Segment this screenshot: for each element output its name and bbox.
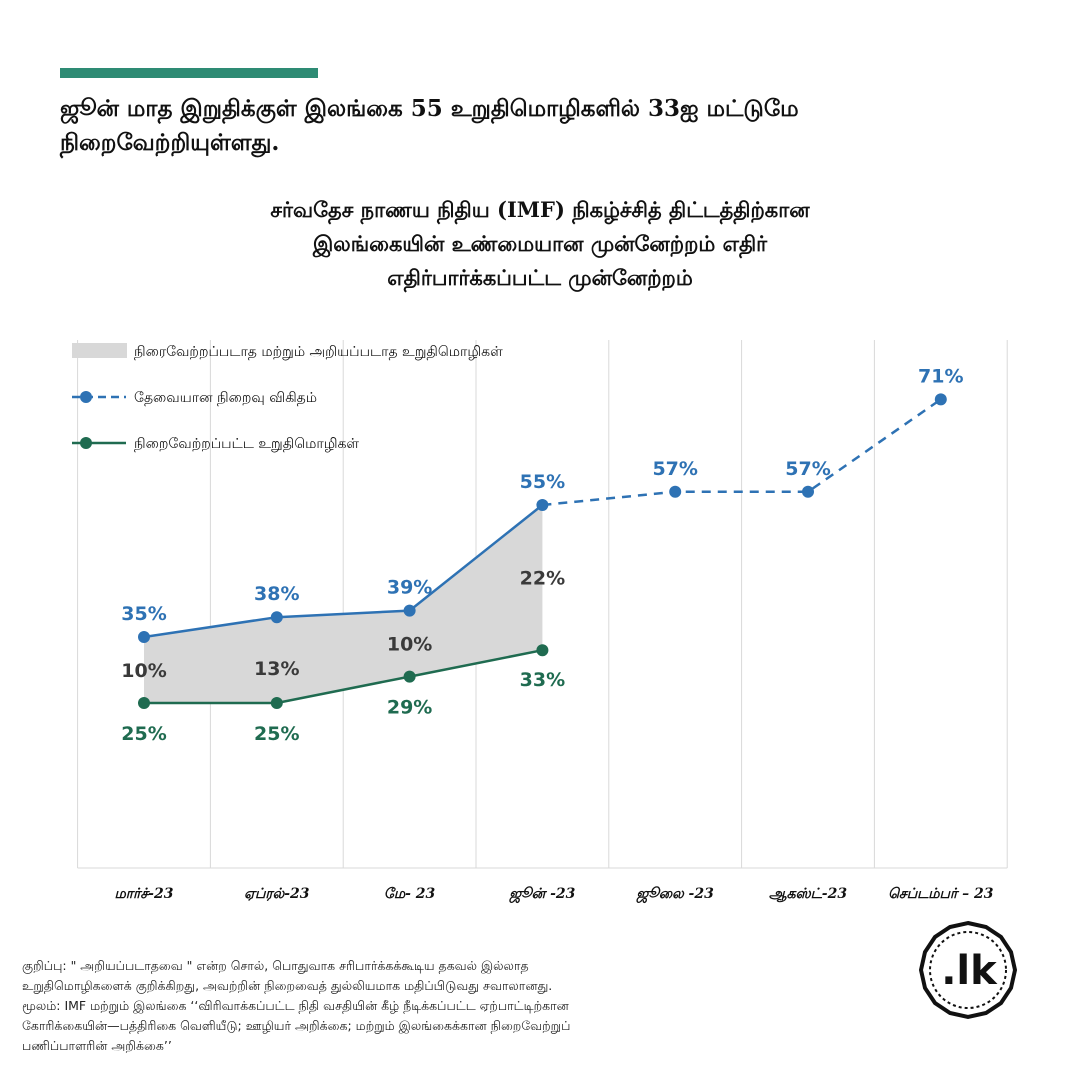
x-tick-label: ஏப்ரல்-23 [244, 886, 310, 902]
required-rate-point [669, 485, 682, 498]
fulfilled-label: 29% [387, 697, 432, 719]
fulfilled-label: 25% [121, 723, 166, 745]
required-rate-dashed-line [542, 398, 942, 507]
footnote-line-1: குறிப்பு: " அறியப்படாதவை " என்ற சொல், பொ… [22, 958, 529, 973]
legend-swatch-required-point [80, 391, 92, 403]
series-line-layer [143, 398, 942, 705]
legend-swatch-fulfilled-point [80, 437, 92, 449]
required-rate-point [138, 631, 150, 643]
x-tick-label: மே- 23 [384, 886, 436, 902]
lk-logo-icon: .lk [918, 920, 1018, 1020]
fulfilled-label: 25% [254, 723, 299, 745]
required-rate-label: 35% [121, 603, 166, 625]
legend: நிரைவேற்றப்படாத மற்றும் அறியப்படாத உறுதி… [72, 343, 503, 452]
x-tick-label: செப்டம்பர் – 23 [888, 886, 994, 902]
gap-label: 13% [254, 658, 299, 680]
footnote-line-3: மூலம்: IMF மற்றும் இலங்கை ‘‘விரிவாக்கப்ப… [22, 998, 569, 1013]
grid-layer [77, 340, 1008, 869]
required-rate-label: 39% [387, 577, 432, 599]
required-rate-point [270, 611, 283, 624]
required-rate-label: 55% [520, 471, 565, 493]
legend-label-fulfilled: நிறைவேற்றப்பட்ட உறுதிமொழிகள் [134, 436, 359, 452]
chart-title: சர்வதேச நாணய நிதிய (IMF) நிகழ்ச்சித் திட… [120, 193, 960, 295]
gap-label: 10% [387, 634, 432, 656]
required-rate-solid-line [143, 504, 544, 639]
required-rate-point [802, 485, 814, 498]
gap-area [144, 505, 543, 703]
fulfilled-point [403, 670, 416, 683]
footnote-line-2: உறுதிமொழிகளைக் குறிக்கிறது, அவற்றின் நிற… [22, 978, 553, 993]
x-tick-label: மார்ச்-23 [115, 886, 174, 902]
accent-bar [60, 68, 318, 78]
fulfilled-point [536, 644, 549, 657]
footnote: குறிப்பு: " அறியப்படாதவை " என்ற சொல், பொ… [22, 956, 792, 1056]
legend-label-required: தேவையான நிறைவு விகிதம் [134, 390, 317, 406]
x-tick-label: ஜூன் -23 [508, 886, 575, 904]
footnote-line-5: பணிப்பாளரின் அறிக்கை’’ [22, 1038, 172, 1053]
fulfilled-label: 33% [520, 669, 565, 691]
fulfilled-line [144, 648, 543, 705]
chart-title-line-2: இலங்கையின் உண்மையான முன்னேற்றம் எதிர் [312, 231, 768, 256]
gap-label: 22% [520, 568, 565, 590]
required-rate-point [934, 393, 947, 406]
required-rate-label: 71% [918, 365, 963, 387]
legend-label-gap: நிரைவேற்றப்படாத மற்றும் அறியப்படாத உறுதி… [134, 344, 503, 360]
gap-label: 10% [121, 660, 166, 682]
chart-title-line-1: சர்வதேச நாணய நிதிய (IMF) நிகழ்ச்சித் திட… [270, 197, 810, 222]
required-rate-label: 38% [254, 583, 299, 605]
chart-title-line-3: எதிர்பார்க்கப்பட்ட முன்னேற்றம் [387, 265, 693, 290]
headline-line-2: நிறைவேற்றியுள்ளது. [60, 129, 280, 156]
x-tick-label: ஆகஸ்ட்-23 [769, 886, 847, 903]
x-tick-layer: மார்ச்-23 ஏப்ரல்-23 மே- 23 ஜூன் -23 ஜூலை -23… [115, 886, 994, 904]
logo-text: .lk [941, 948, 998, 994]
progress-line-chart: 35% 38% 39% 55% 57% 57% 71% 25% 25% 29% 33% 10% 13% 1… [72, 340, 1008, 904]
series-point-layer [138, 393, 947, 709]
headline: ஜூன் மாத இறுதிக்குள் இலங்கை 55 உறுதிமொழி… [60, 92, 1020, 160]
gap-area-layer [144, 505, 543, 703]
fulfilled-point [138, 697, 150, 709]
data-label-layer: 35% 38% 39% 55% 57% 57% 71% 25% 25% 29% 33% 10% 13% 1… [121, 365, 963, 745]
legend-swatch-gap [72, 343, 127, 358]
x-tick-label: ஜூலை -23 [636, 886, 715, 904]
required-rate-point [536, 499, 549, 511]
required-rate-label: 57% [652, 458, 697, 480]
headline-line-1: ஜூன் மாத இறுதிக்குள் இலங்கை 55 உறுதிமொழி… [60, 95, 799, 122]
required-rate-point [403, 604, 416, 617]
fulfilled-point [270, 697, 283, 709]
footnote-line-4: கோரிக்கையின்—பத்திரிகை வெளியீடு; ஊழியர் … [22, 1018, 571, 1033]
required-rate-label: 57% [785, 458, 830, 480]
